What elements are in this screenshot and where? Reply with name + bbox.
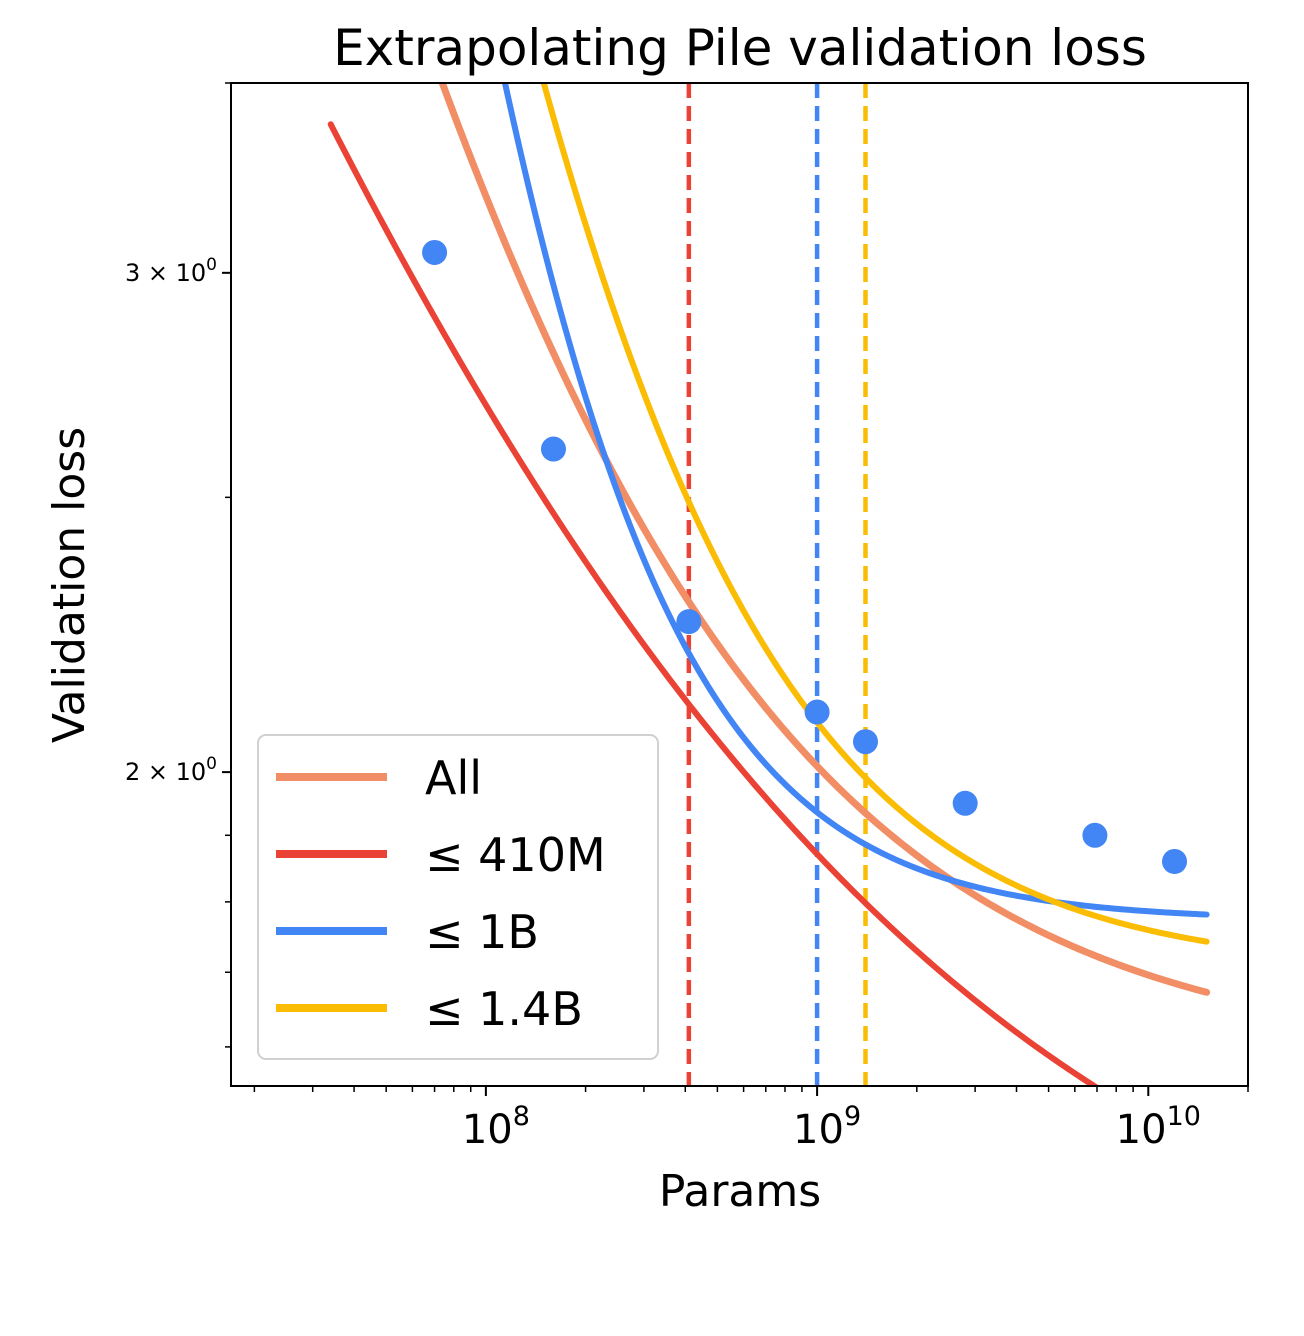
plot-frame	[230, 82, 1249, 1087]
chart-title: Extrapolating Pile validation loss	[333, 19, 1147, 77]
plot-area	[327, 83, 1211, 1086]
data-point-7	[1162, 848, 1188, 874]
legend-label-1-4b: ≤ 1.4B	[425, 982, 583, 1036]
data-point-4	[852, 729, 878, 755]
x-axis-label: Params	[659, 1166, 821, 1217]
y-tick-label: 3 × 100	[125, 255, 217, 287]
series-line-410m	[327, 121, 1100, 1086]
data-point-3	[804, 699, 830, 725]
data-point-0	[422, 239, 448, 265]
legend-label-410m: ≤ 410M	[425, 828, 606, 882]
data-point-6	[1082, 822, 1108, 848]
data-point-1	[540, 436, 566, 462]
data-point-5	[952, 790, 978, 816]
series-line-all	[438, 83, 1211, 996]
x-tick-label: 109	[793, 1101, 861, 1153]
x-tick-label: 108	[462, 1101, 530, 1153]
data-point-2	[676, 609, 702, 635]
y-tick-label: 2 × 100	[125, 754, 217, 786]
legend-label-1b: ≤ 1B	[425, 905, 539, 959]
legend: All ≤ 410M ≤ 1B ≤ 1.4B	[257, 734, 659, 1060]
legend-box	[257, 734, 659, 1060]
series-line-1-4b	[540, 83, 1210, 945]
y-axis-label: Validation loss	[44, 427, 95, 743]
legend-label-all: All	[425, 751, 482, 805]
x-tick-label: 1010	[1116, 1101, 1201, 1153]
